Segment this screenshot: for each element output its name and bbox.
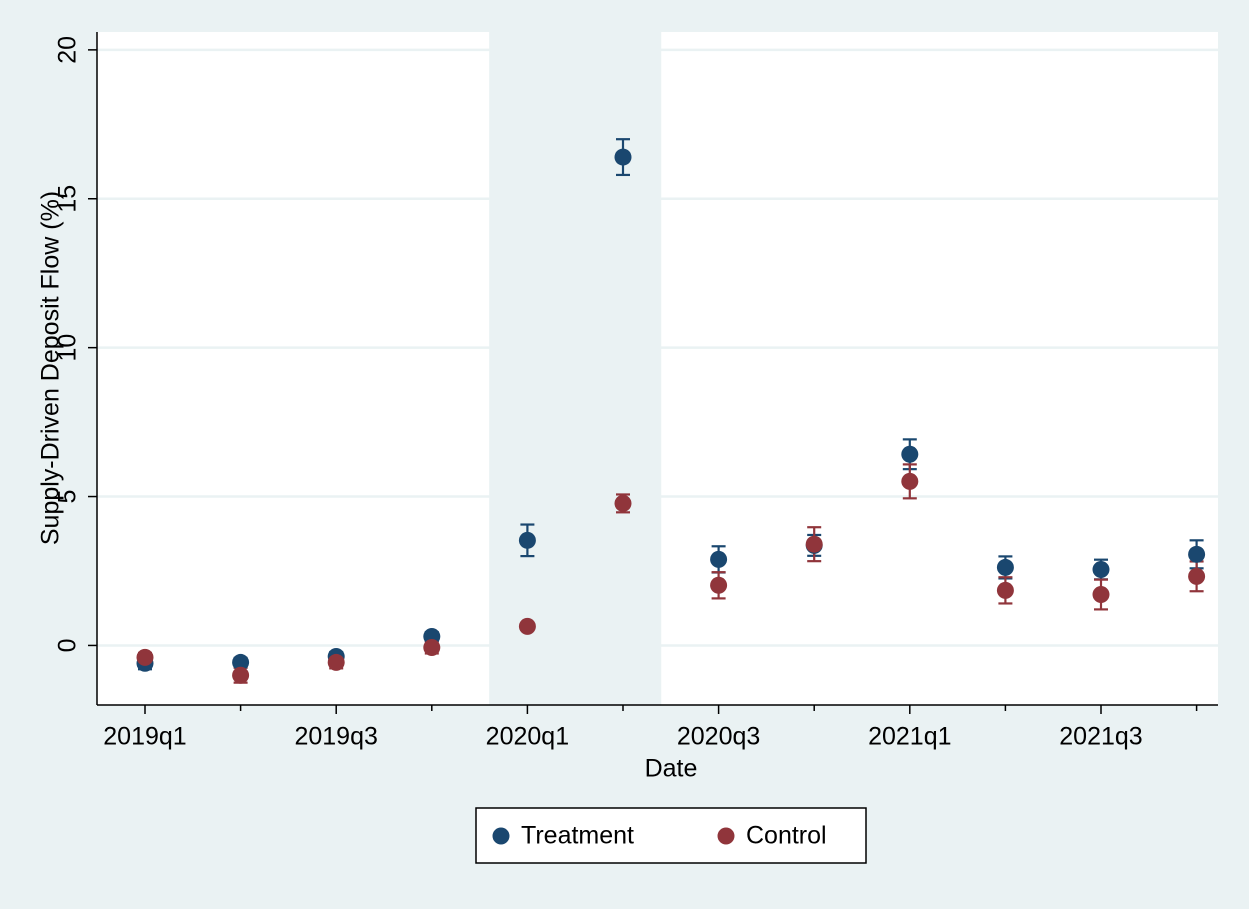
x-tick-label: 2020q3 (677, 723, 760, 751)
point (232, 666, 250, 684)
x-tick-label: 2020q1 (486, 723, 569, 751)
point (232, 653, 250, 671)
legend-label: Control (746, 822, 827, 850)
x-tick-label: 2021q3 (1059, 723, 1142, 751)
point (805, 535, 823, 553)
point (996, 581, 1014, 599)
y-tick-label: 5 (54, 490, 82, 504)
point (1092, 561, 1110, 579)
point (327, 653, 345, 671)
x-axis-label: Date (645, 755, 698, 783)
point (710, 550, 728, 568)
legend-label: Treatment (521, 822, 634, 850)
point (1188, 545, 1206, 563)
y-tick-label: 10 (54, 334, 82, 362)
point (423, 639, 441, 657)
point (996, 558, 1014, 576)
point (518, 617, 536, 635)
point (518, 531, 536, 549)
y-tick-label: 15 (54, 185, 82, 213)
y-tick-label: 0 (54, 638, 82, 652)
y-tick-label: 20 (54, 36, 82, 64)
plot (97, 32, 1218, 705)
point (1188, 567, 1206, 585)
point (614, 494, 632, 512)
shaded-region (489, 32, 662, 705)
point (901, 445, 919, 463)
legend-marker (717, 827, 735, 845)
y-axis-label: Supply-Driven Deposit Flow (%) (37, 191, 65, 545)
point (710, 576, 728, 594)
x-tick-label: 2019q3 (294, 723, 377, 751)
point (901, 472, 919, 490)
legend (475, 807, 867, 864)
point (1092, 586, 1110, 604)
point (614, 148, 632, 166)
x-tick-label: 2019q1 (103, 723, 186, 751)
point (136, 648, 154, 666)
legend-marker (492, 827, 510, 845)
x-tick-label: 2021q1 (868, 723, 951, 751)
